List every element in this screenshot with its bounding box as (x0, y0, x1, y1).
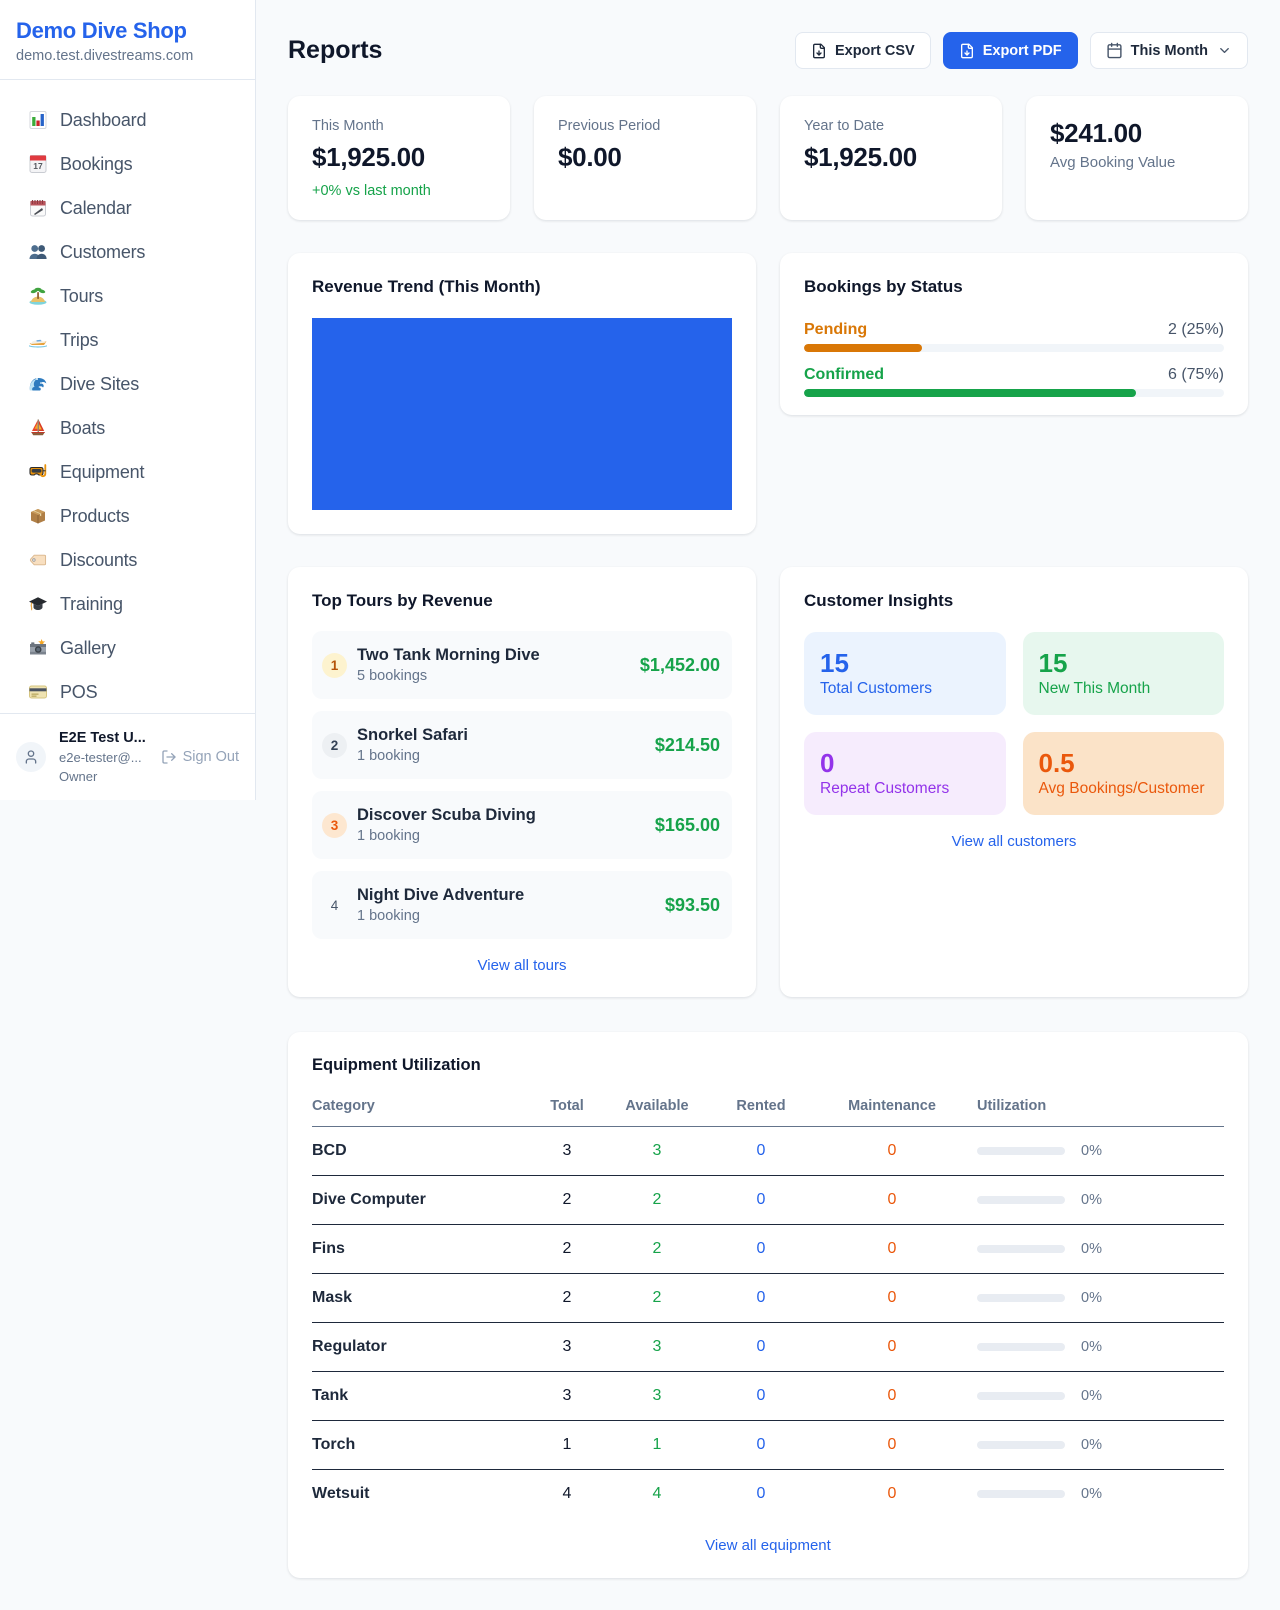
svg-text:17: 17 (33, 161, 43, 171)
